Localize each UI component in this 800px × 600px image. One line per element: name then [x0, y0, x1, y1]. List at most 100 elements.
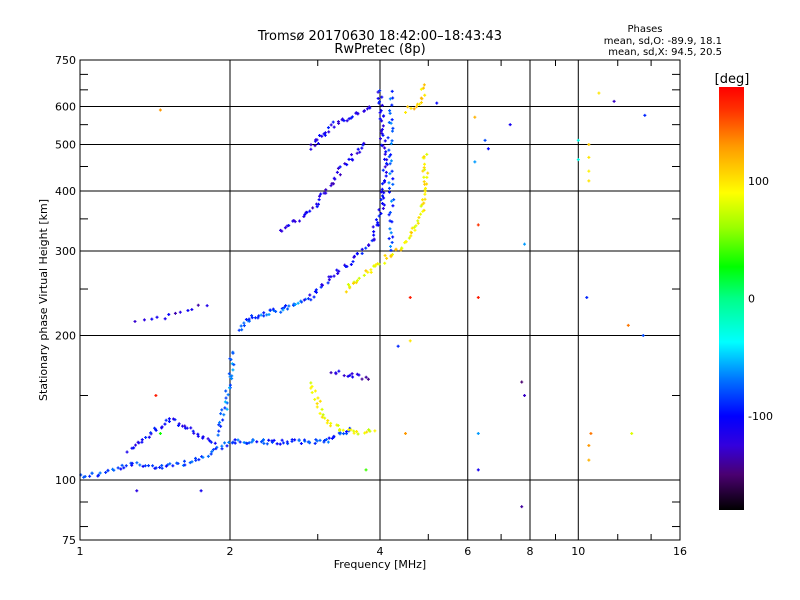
isolated-point [585, 296, 589, 300]
point-F-O [383, 139, 387, 143]
point-multi-hop-1 [315, 202, 319, 206]
point-multi-hop-2 [365, 107, 369, 111]
isolated-point [523, 394, 527, 398]
point-F-O-2 [391, 126, 395, 130]
point-F-X [423, 189, 427, 193]
point-multi-hop-1 [336, 166, 340, 170]
point-E-X [316, 396, 320, 400]
point-F-O-2 [390, 220, 394, 224]
point-E-O-lower [147, 464, 151, 468]
point-F-O [381, 206, 385, 210]
point-E-X [318, 411, 322, 415]
point-F-X-upper [420, 97, 424, 101]
point-Es-spike [219, 412, 223, 416]
isolated-point [483, 138, 487, 142]
point-E-X [329, 424, 332, 428]
point-F-floor [244, 317, 248, 321]
point-E-O-flat [293, 438, 297, 442]
point-E-cluster [348, 373, 352, 377]
point-F-O-2 [388, 211, 392, 215]
y-axis-label: Stationary phase Virtual Height [km] [37, 199, 50, 401]
isolated-point [612, 99, 616, 103]
point-F-floor [306, 297, 310, 301]
point-E-O-lower [225, 444, 229, 448]
point-E-O-flat [327, 436, 331, 440]
point-F-floor [286, 307, 290, 311]
isolated-point [408, 339, 412, 343]
point-E-X [310, 391, 314, 395]
point-F-floor [257, 314, 261, 318]
point-F-O [378, 137, 382, 141]
point-F-X-upper [422, 83, 426, 87]
point-Es-spike [218, 420, 222, 424]
point-F-O-2 [389, 231, 393, 235]
point-E-X [363, 431, 367, 435]
point-multi-hop-2 [342, 119, 346, 123]
point-E-X [310, 385, 314, 389]
point-E-O-lower [151, 464, 155, 468]
point-F-O [378, 117, 382, 121]
point-E-O-flat [342, 432, 346, 436]
point-E-O-lower [135, 461, 139, 465]
point-F-O [376, 96, 380, 100]
point-E-O-lower [120, 463, 124, 467]
point-multi-hop-1 [324, 188, 328, 192]
point-F-O [326, 281, 330, 285]
point-E-O-hump [140, 440, 144, 444]
point-E-O-hump [206, 437, 210, 441]
point-multi-hop-2 [362, 109, 366, 113]
point-E-O-hump [167, 419, 171, 423]
point-F-O-2 [390, 169, 394, 173]
isolated-point [589, 432, 593, 436]
point-F-X [399, 248, 403, 252]
point-multi-hop-2 [356, 111, 360, 115]
point-multi-hop-1 [319, 192, 323, 196]
point-multi-hop-2 [316, 142, 320, 146]
point-F-X-upper [409, 106, 413, 110]
point-F-O [376, 221, 380, 225]
point-E-O-lower [82, 475, 86, 479]
point-E-O-lower [130, 461, 134, 465]
point-E-O-lower [88, 474, 92, 478]
point-F-O [380, 103, 384, 107]
point-Es-spike [228, 386, 232, 390]
point-E-O-lower [183, 463, 187, 467]
point-F-floor [274, 309, 278, 313]
point-F-X [357, 276, 361, 280]
point-F-O-2 [389, 142, 393, 146]
point-multi-hop-2 [313, 144, 317, 148]
point-multi-hop-1 [280, 229, 284, 233]
point-F-X [364, 269, 368, 273]
point-Es-spike [224, 396, 228, 400]
y-tick-label: 75 [62, 534, 76, 547]
point-Es-spike [227, 372, 231, 376]
point-multi-hop-1 [322, 191, 326, 195]
point-E-X [336, 423, 340, 427]
point-F-scatter-low [205, 304, 209, 308]
isolated-point [587, 143, 591, 147]
point-F-O [372, 237, 376, 241]
point-F-O [352, 255, 356, 259]
point-F-scatter-low [142, 318, 146, 322]
colorbar-ticks: 100 0 -100 [748, 175, 773, 423]
isolated-point [435, 101, 439, 105]
point-E-O-lower [122, 466, 126, 470]
point-E-O-lower [160, 466, 164, 470]
point-multi-hop-1 [358, 150, 362, 154]
point-E-X [321, 413, 325, 417]
point-multi-hop-2 [331, 120, 335, 124]
point-E-O-lower [171, 464, 175, 468]
point-E-O-hump [134, 443, 138, 447]
point-F-O-2 [386, 136, 390, 140]
isolated-point [396, 344, 400, 348]
point-F-X [362, 273, 366, 277]
point-multi-hop-2 [315, 138, 319, 142]
point-F-O-2 [389, 153, 393, 157]
point-E-O-hump [137, 441, 141, 445]
colorbar-label: [deg] [715, 72, 750, 87]
point-E-O-flat [265, 442, 269, 446]
point-F-O [336, 271, 340, 275]
point-F-O [383, 152, 387, 156]
point-Es-spike [217, 429, 221, 433]
isolated-point [408, 296, 412, 300]
